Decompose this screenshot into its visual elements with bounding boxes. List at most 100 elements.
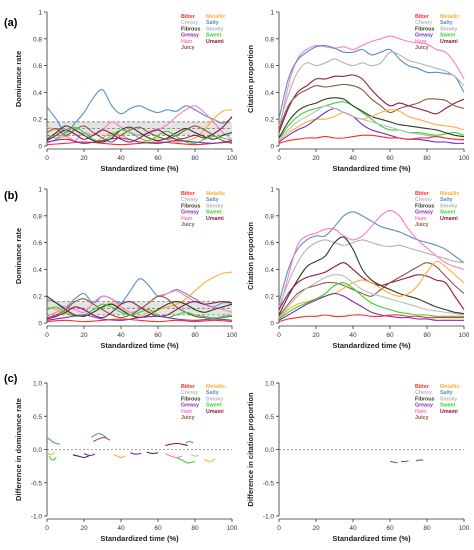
y-tick-label: 0.4 [33, 90, 42, 97]
x-tick-label: 20 [312, 155, 320, 162]
series-line-juicy [415, 459, 424, 462]
legend-item-ham: Ham [415, 216, 427, 222]
x-tick-label: 0 [277, 332, 281, 339]
legend-item-chewy: Chewy [415, 390, 432, 396]
legend-item-greasy: Greasy [415, 403, 433, 409]
y-tick-label: 0.0 [33, 447, 42, 454]
panel-label-b: (b) [4, 190, 18, 202]
legend-item-chewy: Chewy [181, 20, 198, 26]
legend-item-salty: Salty [440, 197, 453, 203]
legend-item-greasy: Greasy [181, 403, 199, 409]
series-line-juicy [278, 83, 465, 131]
x-tick-label: 0 [277, 525, 281, 532]
x-tick-label: 40 [349, 525, 357, 532]
y-tick-label: 1.0 [265, 381, 274, 388]
legend-item-ham: Ham [181, 39, 193, 45]
y-tick-label: 0.6 [265, 63, 274, 70]
legend-item-fibrous: Fibrous [181, 396, 200, 402]
legend-item-fibrous: Fibrous [415, 203, 434, 209]
chart-c-left: -1.0 -0.5 0.0 0.5 1.0 0 20 40 60 80 100 Standardize… [14, 381, 238, 544]
y-tick-label: 0.6 [33, 63, 42, 70]
y-tick-label: 1.0 [33, 381, 42, 388]
y-tick-label: 0.8 [265, 36, 274, 43]
y-axis-label: Difference in citation proportion [246, 392, 255, 507]
series-line-juicy [401, 460, 409, 463]
x-tick-label: 100 [459, 155, 470, 162]
legend-item-sweet: Sweet [440, 33, 456, 39]
legend-item-bitter: Bitter [181, 191, 195, 197]
x-tick-label: 60 [386, 525, 394, 532]
legend-item-umami: Umami [440, 39, 458, 45]
legend-item-smoky: Smoky [440, 26, 457, 32]
x-tick-label: 60 [154, 332, 162, 339]
x-axis-label: Standardized time (%) [332, 534, 411, 543]
legend-item-umami: Umami [206, 39, 224, 45]
series-line-umami [46, 116, 233, 143]
y-tick-label: 0.4 [265, 267, 274, 274]
legend-item-bitter: Bitter [415, 384, 429, 390]
y-tick-label: -0.5 [263, 480, 275, 487]
legend-item-smoky: Smoky [440, 396, 457, 402]
series-line-metallic [278, 109, 465, 142]
series-line-sweet [278, 101, 465, 140]
x-tick-label: 60 [386, 332, 394, 339]
legend-item-metallic: Metallic [440, 384, 459, 390]
legend-item-bitter: Bitter [181, 384, 195, 390]
legend-item-fibrous: Fibrous [415, 26, 434, 32]
x-tick-label: 0 [45, 332, 49, 339]
x-tick-label: 60 [386, 155, 394, 162]
chart-a-left: 0 0.2 0.4 0.6 0.8 1 0 20 40 60 80 100 Standardized t… [14, 10, 238, 174]
y-tick-label: 0 [38, 321, 42, 328]
x-tick-label: 0 [45, 155, 49, 162]
x-tick-label: 60 [154, 155, 162, 162]
x-tick-label: 40 [117, 525, 125, 532]
y-tick-label: 0.2 [265, 117, 274, 124]
legend-item-greasy: Greasy [415, 210, 433, 216]
series-line-greasy [46, 137, 233, 144]
legend-item-sweet: Sweet [206, 33, 222, 39]
legend-item-bitter: Bitter [181, 14, 195, 20]
x-tick-label: 100 [459, 525, 470, 532]
legend-item-sweet: Sweet [206, 403, 222, 409]
legend-item-smoky: Smoky [206, 396, 223, 402]
y-tick-label: 0.4 [265, 90, 274, 97]
x-tick-label: 20 [80, 332, 88, 339]
legend-item-bitter: Bitter [415, 191, 429, 197]
legend-item-juicy: Juicy [181, 45, 195, 51]
series-line-juicy [389, 460, 398, 464]
series-line-ham [46, 105, 233, 144]
x-tick-label: 80 [191, 332, 199, 339]
x-tick-label: 60 [154, 525, 162, 532]
legend-item-greasy: Greasy [415, 33, 433, 39]
y-tick-label: 0.2 [265, 294, 274, 301]
series-line-chewy [278, 105, 465, 142]
y-tick-label: 1 [38, 10, 42, 17]
y-tick-label: 1 [270, 187, 274, 194]
y-tick-label: 1 [38, 187, 42, 194]
chart-a-right: 0 0.2 0.4 0.6 0.8 1 0 20 40 60 80 100 Standardized t… [246, 10, 470, 174]
y-tick-label: 0.4 [33, 267, 42, 274]
y-tick-label: -0.5 [31, 480, 43, 487]
legend-item-salty: Salty [440, 390, 453, 396]
x-tick-label: 20 [80, 155, 88, 162]
legend-item-sweet: Sweet [440, 403, 456, 409]
series-line-chewy [191, 454, 199, 457]
x-axis-label: Standardized time (%) [100, 164, 179, 173]
x-tick-label: 40 [349, 332, 357, 339]
series-line-juicy [46, 295, 233, 320]
series-line-greasy [83, 452, 96, 457]
legend-item-chewy: Chewy [181, 197, 198, 203]
series-line-juicy [278, 262, 465, 317]
x-axis-label: Standardized time (%) [332, 164, 411, 173]
y-tick-label: 0.6 [33, 240, 42, 247]
series-line-fibrous [278, 236, 465, 316]
legend-item-chewy: Chewy [415, 20, 432, 26]
legend-item-greasy: Greasy [181, 33, 199, 39]
x-tick-label: 20 [312, 525, 320, 532]
chart-b-right: 0 0.2 0.4 0.6 0.8 1 0 20 40 60 80 100 Standardized t… [246, 187, 470, 351]
y-tick-label: -1.0 [263, 514, 275, 521]
x-tick-label: 0 [277, 155, 281, 162]
x-tick-label: 40 [117, 155, 125, 162]
y-tick-label: 0 [270, 144, 274, 151]
x-tick-label: 20 [312, 332, 320, 339]
